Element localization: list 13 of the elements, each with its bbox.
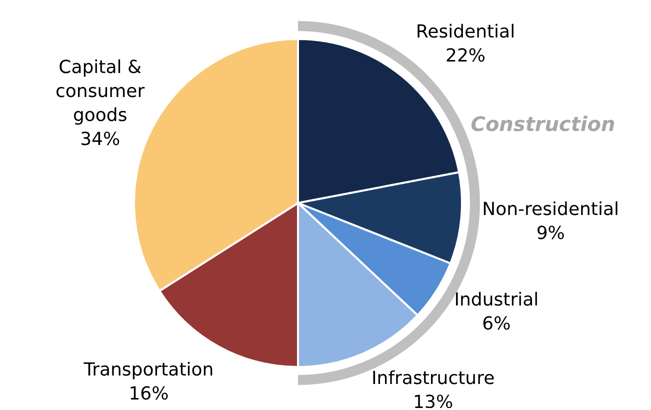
data-label: 6% — [482, 314, 511, 335]
data-label: 34% — [80, 128, 120, 150]
slice-label: Industrial — [454, 290, 539, 311]
slice-label: Infrastructure — [371, 368, 495, 389]
slice-label: Non-residential — [482, 198, 620, 220]
data-label: 16% — [128, 383, 169, 404]
data-label: 22% — [445, 46, 486, 67]
data-label: 13% — [413, 392, 454, 410]
data-label: 9% — [536, 222, 565, 244]
slice-label: Capital & consumer goods — [56, 56, 146, 126]
text: Construction — [470, 112, 616, 136]
slice-label: Residential — [416, 22, 516, 43]
slice-label: Transportation — [82, 359, 214, 380]
